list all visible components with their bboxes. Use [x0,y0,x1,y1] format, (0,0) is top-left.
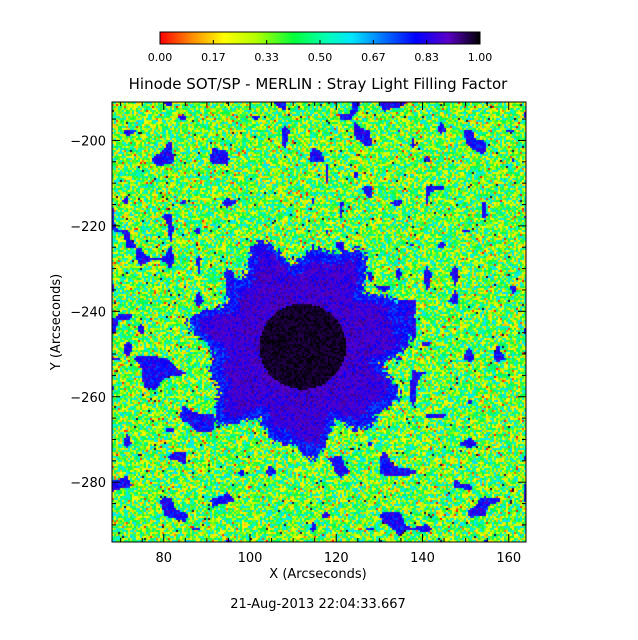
colorbar: 0.00 0.17 0.33 0.50 0.67 0.83 1.00 [148,31,493,64]
observation-timestamp: 21-Aug-2013 22:04:33.667 [230,597,406,612]
colorbar-tick-label: 1.00 [468,51,493,64]
colorbar-tick-label: 0.00 [148,51,173,64]
x-axis-label: X (Arcseconds) [269,567,366,582]
colorbar-tick-label: 0.17 [201,51,226,64]
plot-frame [111,101,527,543]
chart-title: Hinode SOT/SP - MERLIN : Stray Light Fil… [129,75,509,93]
heatmap-image [112,102,526,542]
y-axis: −200 −220 −240 −260 −280 [70,118,526,526]
x-tick-label: 160 [496,551,521,566]
colorbar-tick-label: 0.50 [308,51,333,64]
x-tick-label: 100 [238,551,263,566]
y-axis-label: Y (Arcseconds) [49,274,64,371]
y-tick-label: −200 [70,134,106,149]
colorbar-tick-label: 0.83 [414,51,439,64]
y-tick-label: −220 [70,220,106,235]
x-tick-label: 80 [155,551,172,566]
colorbar-ticks: 0.00 0.17 0.33 0.50 0.67 0.83 1.00 [148,40,493,64]
x-tick-label: 120 [324,551,349,566]
y-tick-label: −260 [70,391,106,406]
colorbar-tick-label: 0.67 [361,51,386,64]
y-tick-label: −240 [70,305,106,320]
y-tick-label: −280 [70,476,106,491]
colorbar-tick-label: 0.33 [254,51,279,64]
x-tick-label: 140 [410,551,435,566]
x-axis: 80 100 120 140 160 [120,102,521,566]
